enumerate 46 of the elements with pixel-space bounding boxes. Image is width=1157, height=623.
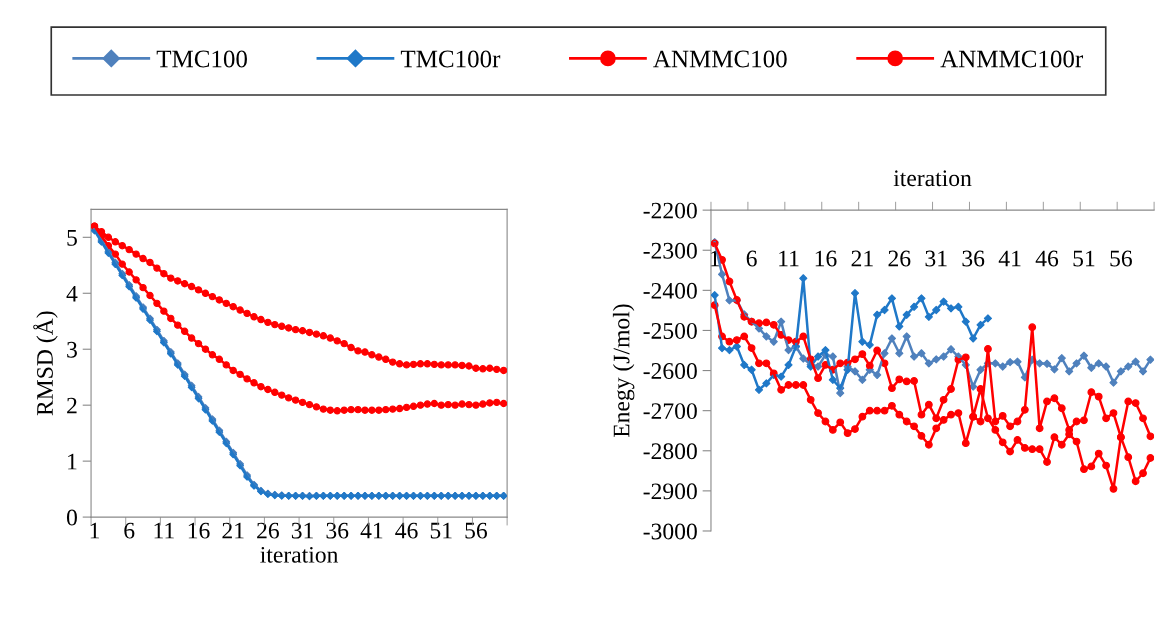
y-tick-label: 3 [67,341,77,358]
legend-label: TMC100 [156,50,247,68]
x-tick-label: 46 [395,522,418,539]
x-tick-label: 51 [1073,250,1095,267]
x-tick-label: 41 [360,522,383,539]
x-tick-label: 46 [1035,250,1059,267]
y-tick-label: -2300 [643,242,697,259]
x-tick-label: 56 [465,522,488,539]
y-tick-label: 1 [68,453,77,470]
y-tick-label: -2900 [643,483,697,500]
x-tick-label: 1 [90,522,100,539]
legend-label: ANMMC100 [653,50,787,68]
y-axis-title: RMSD (Å) [33,311,58,416]
y-tick-label: -2600 [643,363,697,379]
legend-label: TMC100r [400,50,501,68]
x-tick-label: 41 [998,250,1021,267]
x-axis-title: iteration [260,546,339,563]
y-tick-label: 4 [66,285,78,302]
y-tick-label: 0 [66,509,77,526]
y-axis-title: Enegy (J/mol) [612,304,635,438]
y-tick-label: -2700 [643,403,697,420]
y-tick-label: 2 [67,397,77,414]
y-tick-label: -2800 [643,443,697,460]
x-tick-label: 11 [154,522,174,539]
x-tick-label: 16 [188,522,210,539]
x2-axis-title: iteration [893,170,972,187]
x-tick-label: 16 [815,250,837,267]
x-tick-label: 51 [430,522,452,539]
x-tick-label: 26 [257,522,279,539]
x-tick-label: 21 [851,250,873,267]
y-tick-label: 5 [67,230,77,246]
legend-label: ANMMC100r [940,50,1084,68]
x-tick-label: 31 [291,522,313,539]
x-tick-label: 6 [124,522,135,539]
x-tick-label: 6 [746,250,757,267]
x-tick-label: 31 [925,250,947,267]
x-tick-label: 21 [222,522,244,539]
x-tick-label: 11 [779,250,799,267]
x-tick-label: 56 [1110,250,1132,267]
x-tick-label: 26 [888,250,911,267]
x-tick-label: 36 [962,250,985,267]
y-tick-label: -2400 [643,282,697,299]
y-tick-label: -2500 [643,322,697,339]
y-tick-label: -3000 [643,523,697,540]
y-tick-label: -2200 [643,202,697,219]
x-tick-label: 36 [326,522,349,539]
